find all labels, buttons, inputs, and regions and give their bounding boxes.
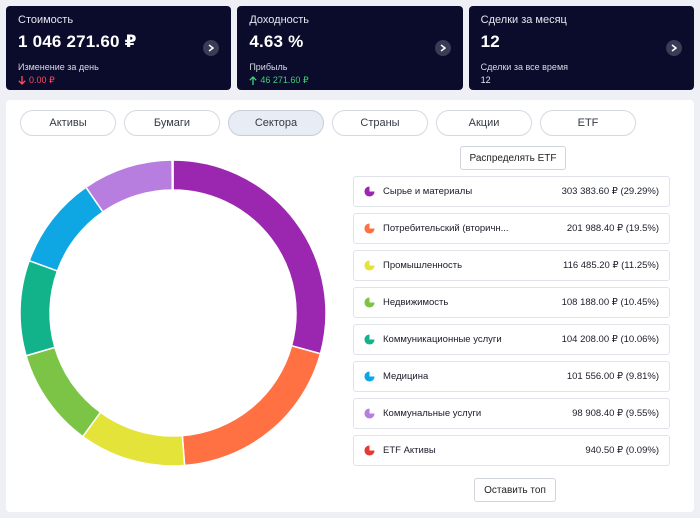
card-title: Сделки за месяц: [480, 14, 567, 26]
card-yield: Доходность 4.63 % Прибыль 46 271.60 ₽: [237, 6, 463, 90]
sector-amount: 104 208.00 ₽ (10.06%): [561, 334, 659, 345]
tab-countries[interactable]: Страны: [332, 110, 428, 136]
pie-chart-icon: [364, 297, 375, 308]
sector-name: Потребительский (вторичн...: [383, 223, 509, 234]
open-details-button[interactable]: [665, 40, 682, 56]
pie-chart-icon: [364, 408, 375, 419]
sector-row[interactable]: Промышленность 116 485.20 ₽ (11.25%): [353, 250, 670, 281]
pie-chart-icon: [364, 186, 375, 197]
pie-chart-icon: [364, 371, 375, 382]
sector-amount: 98 908.40 ₽ (9.55%): [572, 408, 659, 419]
sector-name: Недвижимость: [383, 297, 449, 308]
tab-assets[interactable]: Активы: [20, 110, 116, 136]
card-sub-label: Изменение за день: [18, 62, 99, 72]
sector-row[interactable]: Сырье и материалы 303 383.60 ₽ (29.29%): [353, 176, 670, 207]
chevron-right-icon: [671, 44, 677, 52]
card-title: Доходность: [249, 14, 310, 26]
donut-slice[interactable]: [25, 346, 102, 438]
tab-bar: Активы Бумаги Сектора Страны Акции ETF: [20, 110, 636, 136]
card-sub-value: 0.00 ₽: [29, 75, 55, 85]
pie-chart-icon: [364, 223, 375, 234]
card-amount: 12: [480, 32, 500, 51]
donut-slice[interactable]: [19, 259, 59, 357]
chevron-right-icon: [208, 44, 215, 52]
sector-amount: 101 556.00 ₽ (9.81%): [566, 371, 659, 382]
sector-row[interactable]: Медицина 101 556.00 ₽ (9.81%): [353, 361, 670, 392]
sector-name: Коммуникационные услуги: [383, 334, 502, 345]
donut-slice[interactable]: [181, 344, 322, 467]
sector-amount: 303 383.60 ₽ (29.29%): [561, 186, 659, 197]
sector-amount: 201 988.40 ₽ (19.5%): [566, 223, 659, 234]
card-sub-value-row: 46 271.60 ₽: [249, 75, 450, 86]
sector-name: Коммунальные услуги: [383, 408, 482, 419]
donut-slice[interactable]: [172, 159, 327, 355]
card-sub-label: Сделки за все время: [480, 62, 569, 72]
card-sub-value: 46 271.60 ₽: [260, 75, 309, 85]
pie-chart-icon: [364, 260, 375, 271]
donut-slice[interactable]: [171, 159, 174, 191]
summary-cards: Стоимость 1 046 271.60 ₽ Изменение за де…: [6, 6, 694, 90]
sector-name: ETF Активы: [383, 445, 436, 456]
chevron-right-icon: [440, 44, 446, 52]
sector-row[interactable]: ETF Активы 940.50 ₽ (0.09%): [353, 435, 670, 466]
card-sub-value: 12: [480, 75, 491, 85]
sector-name: Сырье и материалы: [383, 186, 473, 197]
donut-slice[interactable]: [81, 411, 186, 467]
sector-row[interactable]: Коммуникационные услуги 104 208.00 ₽ (10.…: [353, 324, 670, 355]
sector-amount: 940.50 ₽ (0.09%): [585, 445, 659, 456]
pie-chart-icon: [364, 445, 375, 456]
keep-top-button[interactable]: Оставить топ: [474, 478, 556, 502]
card-title: Стоимость: [18, 14, 74, 26]
donut-slice[interactable]: [28, 186, 105, 272]
open-details-button[interactable]: [434, 40, 451, 56]
card-sub-value-row: 12: [481, 75, 682, 85]
sector-row[interactable]: Коммунальные услуги 98 908.40 ₽ (9.55%): [353, 398, 670, 429]
arrow-up-icon: [249, 76, 257, 85]
sector-row[interactable]: Потребительский (вторичн... 201 988.40 ₽ …: [353, 213, 670, 244]
card-value: Стоимость 1 046 271.60 ₽ Изменение за де…: [6, 6, 232, 90]
sector-donut-chart: [19, 159, 327, 467]
sector-list: Сырье и материалы 303 383.60 ₽ (29.29%) По…: [353, 176, 670, 472]
sector-row[interactable]: Недвижимость 108 188.00 ₽ (10.45%): [353, 287, 670, 318]
sector-name: Промышленность: [383, 260, 463, 271]
portfolio-panel: Активы Бумаги Сектора Страны Акции ETF Р…: [6, 100, 694, 512]
card-sub-value-row: 0.00 ₽: [18, 75, 219, 86]
arrow-down-icon: [18, 76, 26, 85]
sector-amount: 116 485.20 ₽ (11.25%): [562, 260, 659, 271]
donut-slice[interactable]: [84, 159, 174, 213]
tab-sectors[interactable]: Сектора: [228, 110, 324, 136]
sector-name: Медицина: [383, 371, 429, 382]
card-amount: 1 046 271.60 ₽: [18, 32, 137, 51]
pie-chart-icon: [364, 334, 375, 345]
card-deals: Сделки за месяц 12 Сделки за все время 1…: [468, 6, 694, 90]
card-sub-label: Прибыль: [249, 62, 288, 72]
distribute-etf-button[interactable]: Распределять ETF: [460, 146, 566, 170]
tab-securities[interactable]: Бумаги: [124, 110, 220, 136]
tab-stocks[interactable]: Акции: [436, 110, 532, 136]
open-details-button[interactable]: [203, 40, 220, 56]
card-amount: 4.63 %: [249, 32, 304, 51]
tab-etf[interactable]: ETF: [540, 110, 636, 136]
sector-amount: 108 188.00 ₽ (10.45%): [561, 297, 659, 308]
